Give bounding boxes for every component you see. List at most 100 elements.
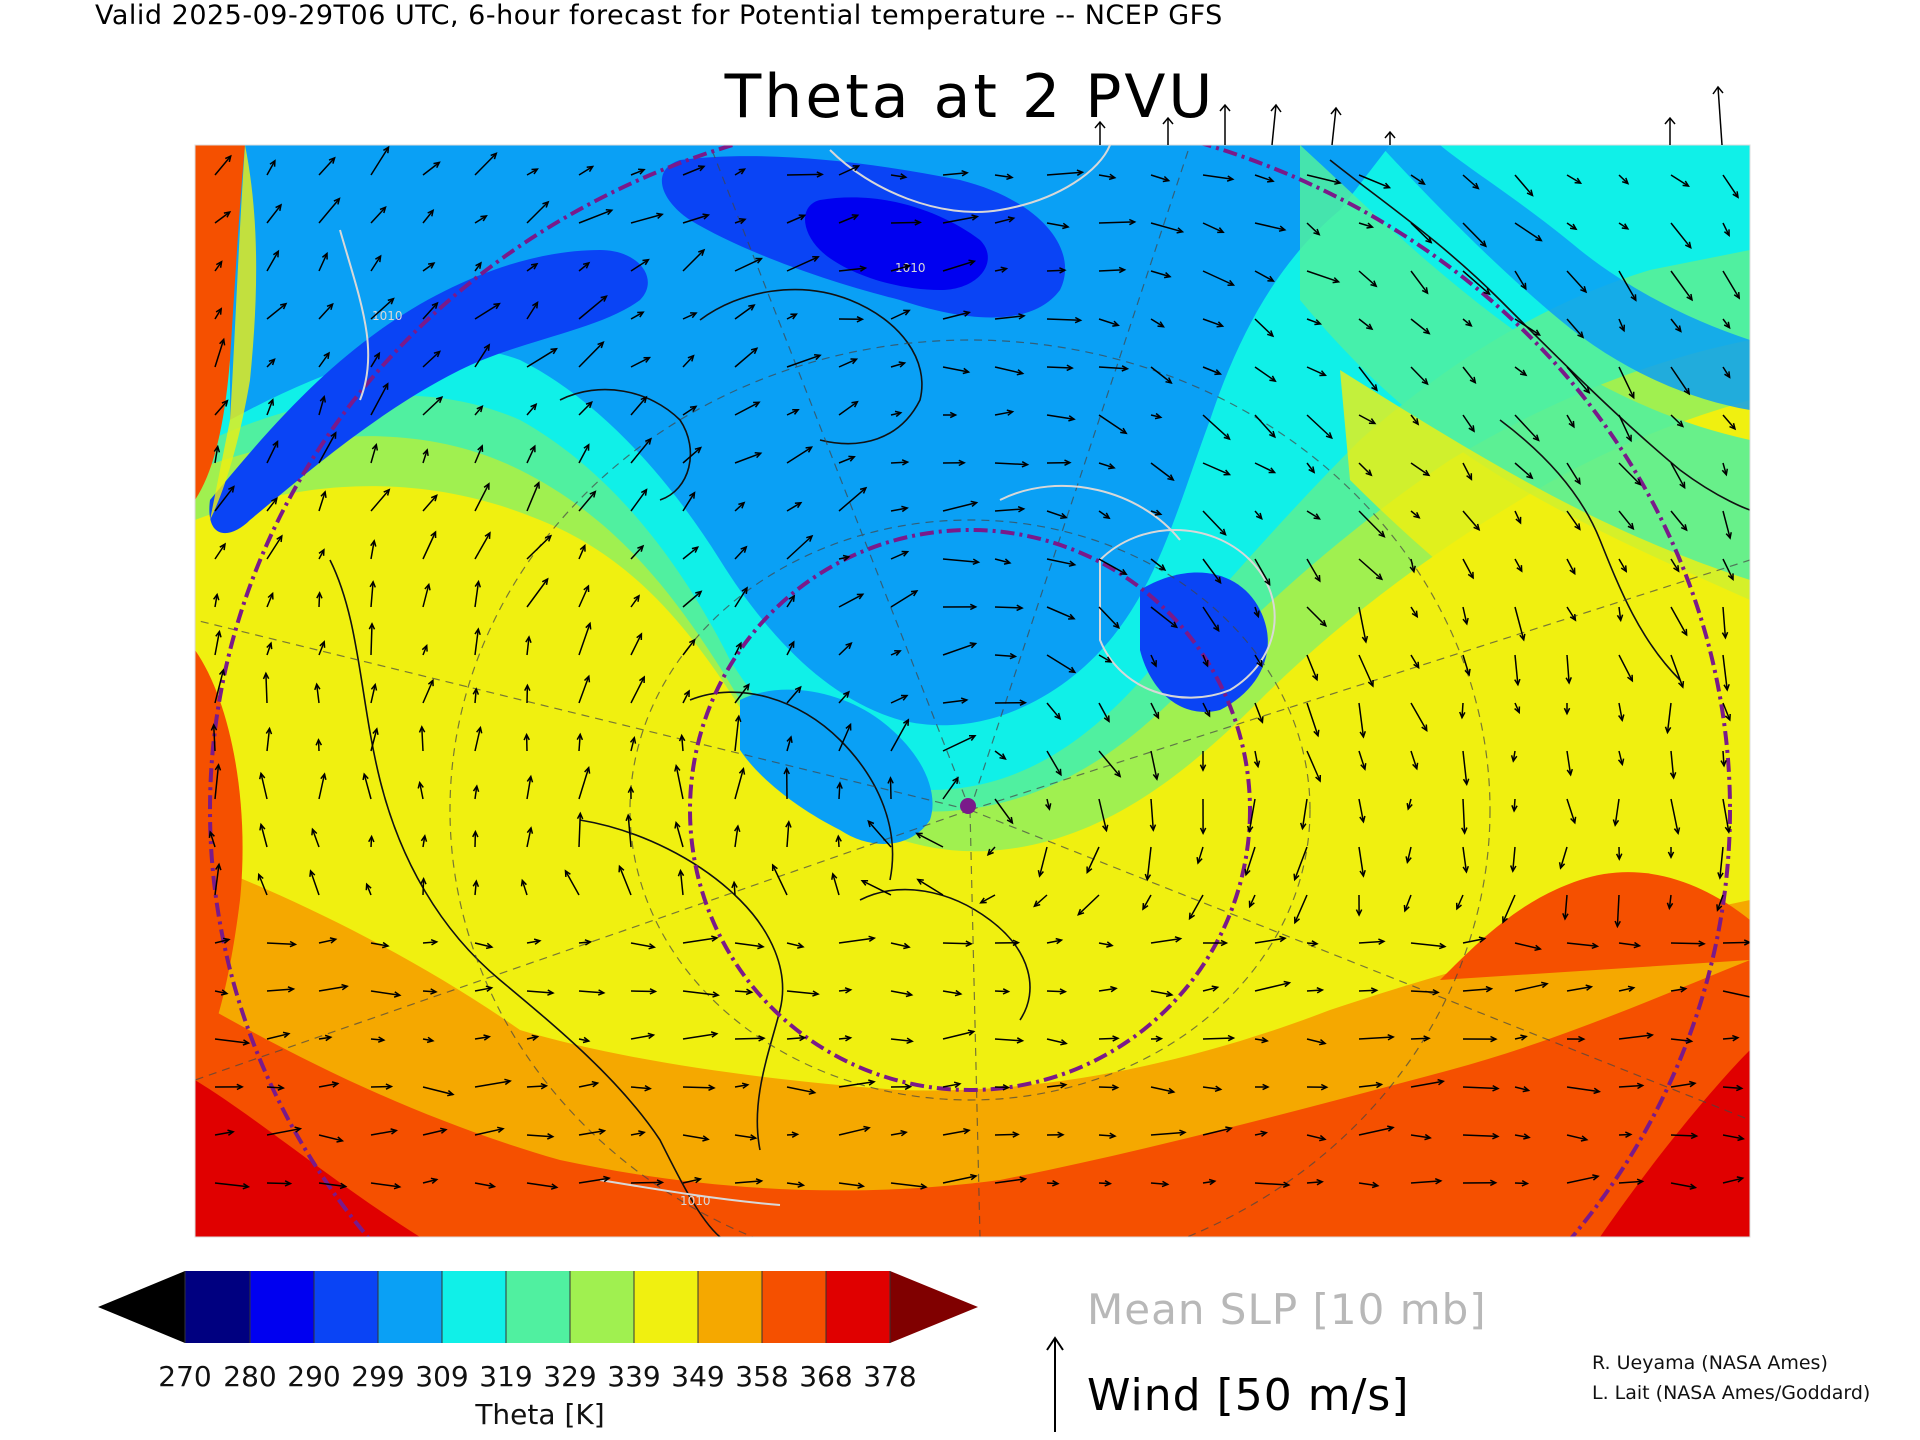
wind-vector — [318, 641, 325, 656]
wind-vector-head — [1489, 1179, 1498, 1187]
wind-vector — [942, 777, 959, 800]
wind-vector — [370, 836, 373, 848]
wind-vector — [526, 578, 549, 608]
wind-vector-head — [1246, 825, 1254, 834]
wind-vector — [578, 1082, 598, 1088]
wind-vector — [1410, 414, 1419, 425]
wind-vector-head — [1569, 223, 1578, 231]
wind-vector — [838, 487, 867, 512]
wind-vector-head — [1062, 222, 1070, 230]
wind-vector-head — [529, 444, 536, 453]
wind-vector — [1462, 366, 1476, 384]
wind-vector-head — [1226, 175, 1235, 182]
wind-vector — [1722, 941, 1750, 944]
wind-vector-head — [1580, 1135, 1589, 1142]
wind-vector-head — [1045, 803, 1052, 811]
wind-vector — [1098, 174, 1115, 179]
wind-vector — [682, 447, 702, 464]
wind-vector-head — [805, 446, 814, 453]
wind-vector-head — [219, 542, 226, 551]
wind-vector-head — [483, 343, 491, 351]
wind-vector-head — [1176, 227, 1185, 234]
colorbar-seg-290 — [250, 1271, 314, 1343]
wind-vector-head — [1068, 613, 1076, 620]
wind-vector-head — [806, 534, 814, 542]
wind-vector-head — [268, 358, 276, 366]
wind-vector — [1514, 654, 1519, 685]
wind-vector-head — [257, 872, 264, 881]
wind-vector — [1670, 414, 1684, 427]
wind-vector — [1306, 1038, 1326, 1045]
wind-vector-head — [383, 145, 390, 154]
wind-vector-head — [920, 1183, 928, 1190]
wind-vector-head — [1519, 633, 1526, 642]
wind-vector-head — [1516, 565, 1523, 573]
wind-vector-head — [314, 682, 321, 691]
wind-vector — [370, 489, 390, 512]
wind-vector-head — [1620, 565, 1628, 573]
wind-vector-head — [1627, 985, 1636, 992]
wind-vector — [1722, 174, 1739, 198]
wind-vector — [1670, 942, 1705, 945]
wind-vector-head — [385, 1083, 394, 1090]
wind-vector-head — [1299, 822, 1307, 831]
wind-vector — [994, 315, 1025, 320]
wind-vector-head — [1059, 267, 1067, 274]
wind-vector-head — [1019, 1176, 1028, 1183]
wind-vector — [266, 1182, 291, 1185]
wind-vector-head — [564, 869, 571, 877]
wind-vector-head — [497, 1126, 505, 1133]
wind-vector — [526, 1182, 557, 1189]
wind-vector — [370, 990, 400, 997]
wind-vector-head — [275, 203, 283, 211]
wind-vector-head — [430, 494, 438, 502]
wind-vector-head — [341, 983, 349, 991]
wind-vector-head — [1464, 668, 1471, 677]
wind-vector — [521, 880, 528, 896]
wind-vector-head — [1009, 652, 1018, 660]
wind-vector — [618, 866, 632, 896]
wind-vector — [1462, 222, 1487, 247]
wind-vector — [1618, 414, 1632, 442]
wind-vector-head — [836, 781, 843, 789]
wind-vector-head — [1152, 773, 1160, 781]
wind-vector-head — [1698, 940, 1706, 947]
wind-vector — [786, 354, 821, 368]
wind-vector-head — [1188, 912, 1196, 921]
wind-vector-head — [1334, 178, 1342, 185]
wind-vector-head — [1283, 980, 1292, 988]
wind-vector — [370, 352, 380, 368]
wind-vector — [1188, 894, 1204, 920]
wind-vector — [832, 873, 840, 896]
wind-vector-head — [530, 262, 539, 270]
wind-vector-head — [220, 989, 229, 996]
wind-vector-head — [1227, 1034, 1236, 1042]
wind-vector — [1618, 1034, 1653, 1040]
wind-vector — [786, 256, 819, 272]
wind-vector-head — [1627, 522, 1635, 531]
wind-vector-head — [1423, 327, 1431, 335]
wind-vector — [1150, 1182, 1168, 1186]
wind-vector — [890, 694, 908, 704]
wind-vector — [734, 257, 762, 272]
wind-vector — [786, 313, 797, 320]
wind-vector-head — [649, 988, 658, 995]
graticule — [195, 145, 1750, 1237]
wind-vector — [1670, 1134, 1697, 1137]
wind-vector-head — [430, 988, 438, 995]
wind-vector — [890, 590, 918, 608]
wind-vector-head — [417, 780, 424, 789]
wind-vector — [422, 1128, 447, 1136]
colorbar-tick: 280 — [223, 1360, 277, 1393]
wind-vector — [578, 295, 607, 320]
wind-vector — [1410, 990, 1439, 994]
wind-vector — [890, 362, 905, 368]
wind-vector — [318, 253, 328, 272]
wind-vector-head — [1583, 386, 1591, 395]
wind-vector-head — [1519, 369, 1528, 377]
wind-vector — [1410, 1134, 1431, 1139]
wind-vector — [1306, 222, 1320, 236]
wind-vector-head — [894, 649, 902, 656]
wind-vector — [682, 249, 705, 272]
wind-vector-head — [1293, 916, 1300, 925]
